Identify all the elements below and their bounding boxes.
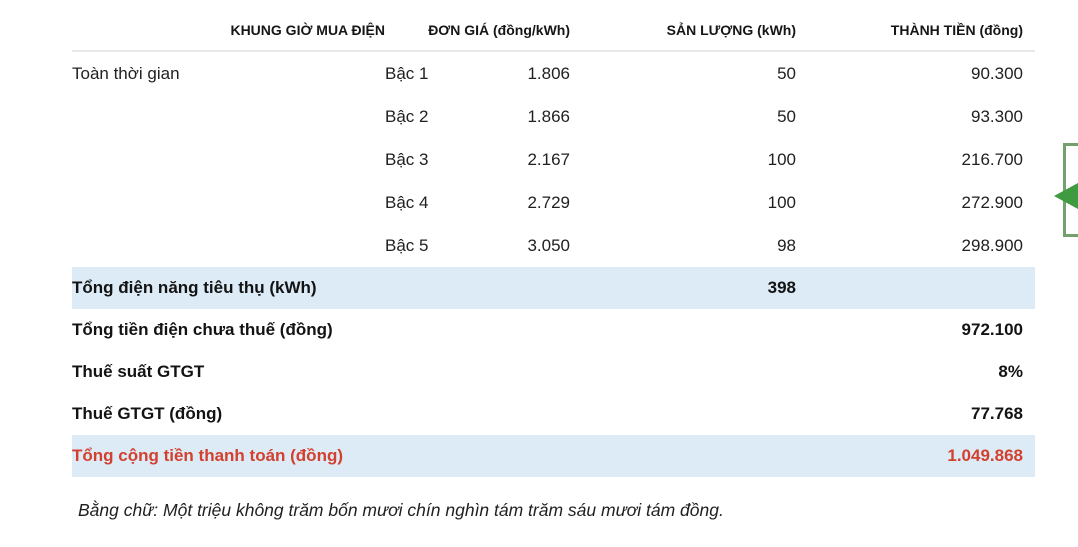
summary-value-amount: 1.049.868 [796, 435, 1035, 477]
tier-label-cell: Bậc 2 [385, 106, 429, 126]
summary-value-quantity [570, 435, 796, 477]
summary-value-amount: 8% [998, 362, 1023, 381]
vat-amount-row: Thuế GTGT (đồng) 77.768 [72, 393, 1035, 435]
amount-cell: 298.900 [961, 235, 1023, 255]
unit-price-cell: 2.167 [527, 149, 570, 169]
summary-value-quantity [570, 393, 796, 435]
summary-label: Thuế GTGT (đồng) [72, 404, 223, 423]
unit-price-cell: 2.729 [527, 192, 570, 212]
table-row-tier-2: Bậc 2 1.866 50 93.300 [72, 95, 1035, 138]
summary-value-quantity: 398 [570, 267, 796, 309]
table-row-tier-4: Bậc 4 2.729 100 272.900 [72, 181, 1035, 224]
timeframe-cell [72, 95, 385, 138]
arrow-left-icon [1054, 183, 1078, 209]
amount-cell: 216.700 [961, 149, 1023, 169]
table-row-tier-1: Toàn thời gian Bậc 1 1.806 50 90.300 [72, 51, 1035, 95]
timeframe-cell: Toàn thời gian [72, 63, 180, 83]
timeframe-cell [72, 224, 385, 267]
timeframe-cell [72, 138, 385, 181]
quantity-cell: 98 [777, 235, 796, 255]
summary-label: Tổng cộng tiền thanh toán (đồng) [72, 435, 570, 477]
summary-value-quantity [570, 351, 796, 393]
col-header-amount: THÀNH TIỀN (đồng) [796, 10, 1035, 52]
table-header-row: KHUNG GIỜ MUA ĐIỆN ĐƠN GIÁ (đồng/kWh) SẢ… [72, 10, 1035, 52]
summary-value-quantity [570, 309, 796, 351]
amount-cell: 93.300 [971, 106, 1023, 126]
electricity-bill-table: KHUNG GIỜ MUA ĐIỆN ĐƠN GIÁ (đồng/kWh) SẢ… [72, 10, 1035, 477]
unit-price-cell: 3.050 [527, 235, 570, 255]
timeframe-cell [72, 181, 385, 224]
tier-label-cell: Bậc 3 [385, 149, 429, 169]
quantity-cell: 50 [777, 63, 796, 83]
table-row-tier-3: Bậc 3 2.167 100 216.700 [72, 138, 1035, 181]
quantity-cell: 100 [767, 149, 796, 169]
unit-price-cell: 1.866 [527, 106, 570, 126]
tier-label-cell: Bậc 1 [385, 63, 429, 83]
summary-value-amount: 77.768 [971, 404, 1023, 423]
quantity-cell: 50 [777, 106, 796, 126]
total-consumption-row: Tổng điện năng tiêu thụ (kWh) 398 [72, 267, 1035, 309]
col-header-unit-price: ĐƠN GIÁ (đồng/kWh) [385, 10, 570, 52]
quantity-cell: 100 [767, 192, 796, 212]
amount-in-words: Bằng chữ: Một triệu không trăm bốn mươi … [78, 500, 724, 520]
summary-label: Tổng điện năng tiêu thụ (kWh) [72, 267, 570, 309]
summary-label: Thuế suất GTGT [72, 362, 205, 381]
col-header-timeframe: KHUNG GIỜ MUA ĐIỆN [72, 10, 385, 52]
tier-label-cell: Bậc 4 [385, 192, 429, 212]
unit-price-cell: 1.806 [527, 63, 570, 83]
summary-value-empty [796, 267, 1035, 309]
amount-cell: 90.300 [971, 63, 1023, 83]
table-row-tier-5: Bậc 5 3.050 98 298.900 [72, 224, 1035, 267]
summary-label: Tổng tiền điện chưa thuế (đồng) [72, 320, 333, 339]
tier-label-cell: Bậc 5 [385, 235, 429, 255]
vat-rate-row: Thuế suất GTGT 8% [72, 351, 1035, 393]
grand-total-row: Tổng cộng tiền thanh toán (đồng) 1.049.8… [72, 435, 1035, 477]
col-header-quantity: SẢN LƯỢNG (kWh) [570, 10, 796, 52]
summary-value-amount: 972.100 [961, 320, 1023, 339]
amount-cell: 272.900 [961, 192, 1023, 212]
subtotal-before-tax-row: Tổng tiền điện chưa thuế (đồng) 972.100 [72, 309, 1035, 351]
